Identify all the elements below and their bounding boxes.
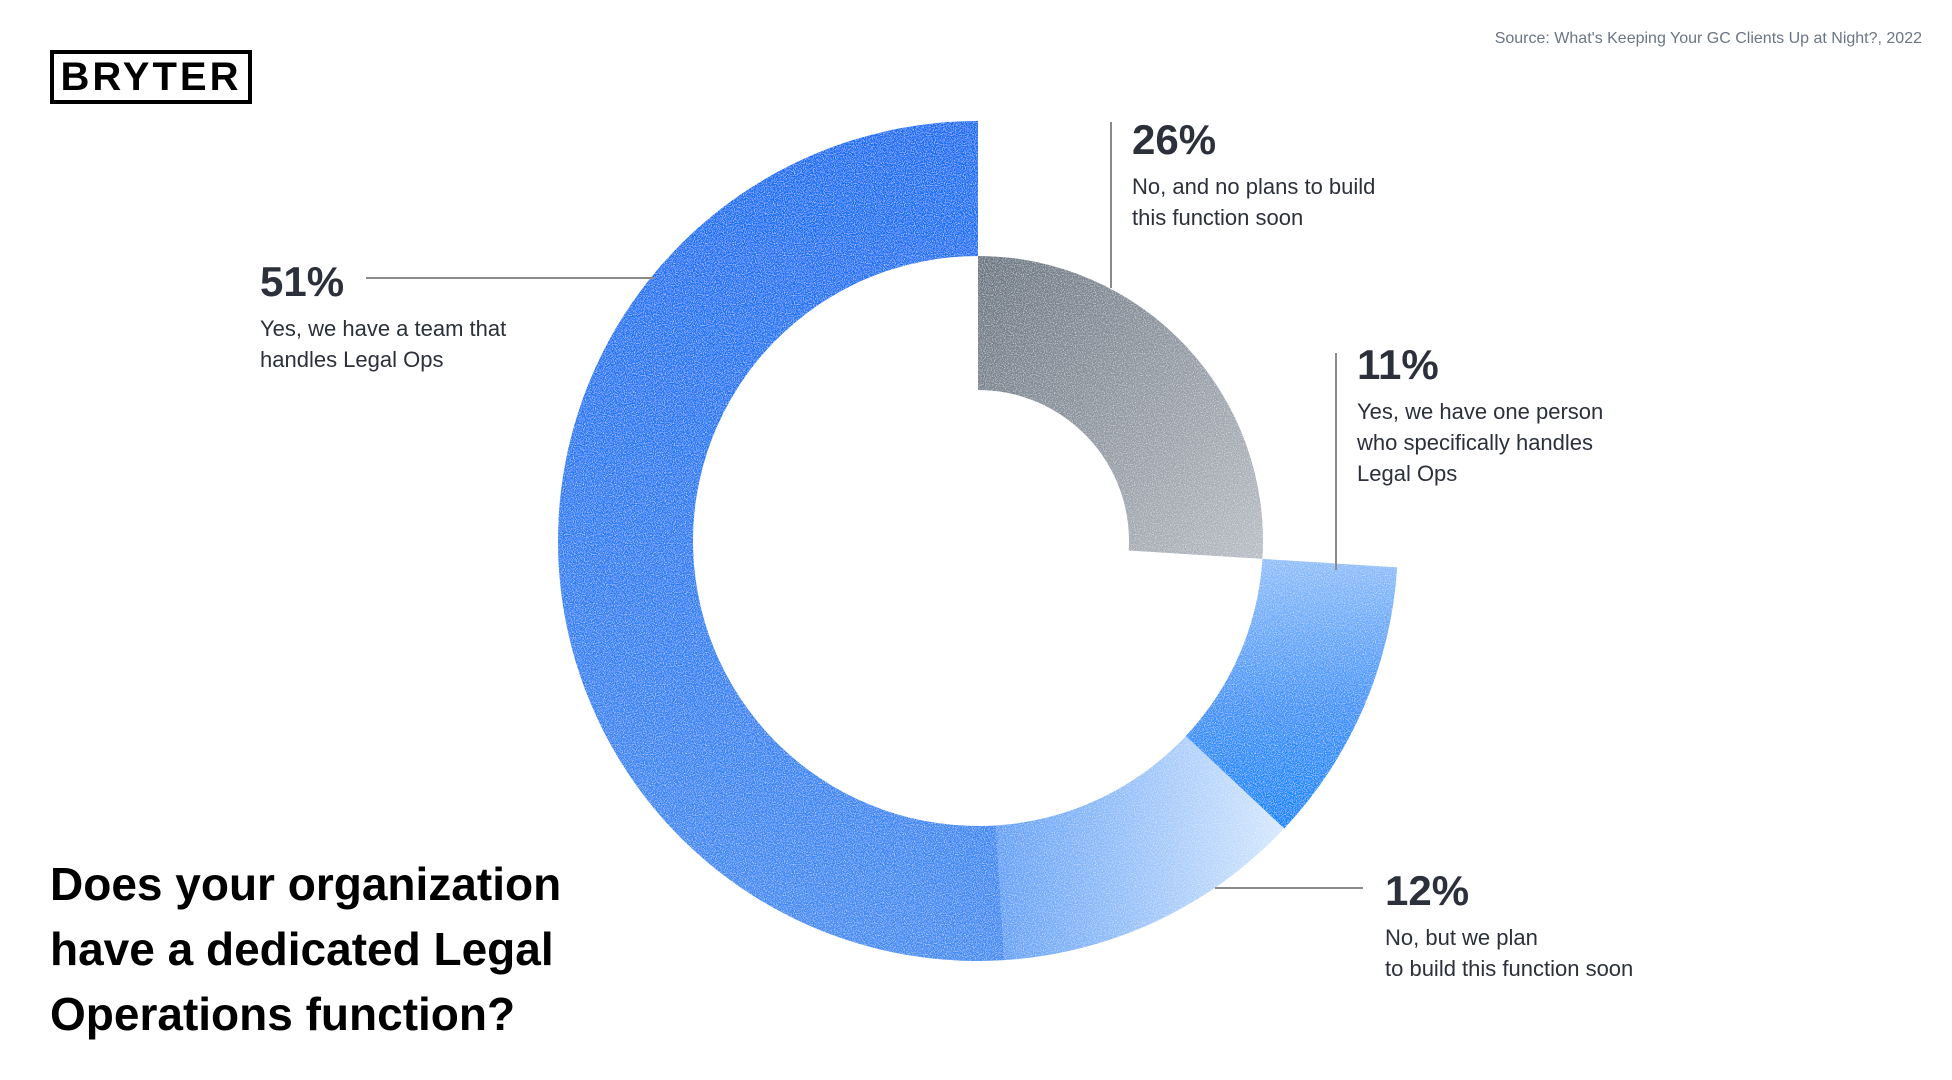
- donut-slice-51: [558, 121, 1005, 961]
- bryter-logo: BRYTER: [50, 50, 252, 104]
- label-51-description: Yes, we have a team that handles Legal O…: [260, 316, 507, 372]
- label-11: 11% Yes, we have one person who specific…: [1357, 340, 1603, 489]
- donut-slice-11: [1185, 558, 1398, 829]
- label-11-percent: 11%: [1357, 341, 1439, 388]
- label-51-percent: 51%: [260, 258, 345, 305]
- label-11-description: Yes, we have one person who specifically…: [1357, 399, 1604, 486]
- label-12-percent: 12%: [1385, 867, 1470, 914]
- label-12-description: No, but we plan to build this function s…: [1385, 925, 1634, 981]
- donut-slice-12: [995, 736, 1285, 961]
- chart-title: Does your organization have a dedicated …: [50, 858, 562, 1040]
- leader-lines: [366, 122, 1363, 889]
- label-26: 26% No, and no plans to build this funct…: [1132, 115, 1375, 233]
- label-12: 12% No, but we plan to build this functi…: [1385, 866, 1633, 984]
- donut-slice-26: [978, 256, 1263, 559]
- label-26-percent: 26%: [1132, 116, 1217, 163]
- source-note: Source: What's Keeping Your GC Clients U…: [1494, 30, 1922, 47]
- label-26-description: No, and no plans to build this function …: [1132, 174, 1376, 230]
- label-51: 51% Yes, we have a team that handles Leg…: [260, 257, 506, 375]
